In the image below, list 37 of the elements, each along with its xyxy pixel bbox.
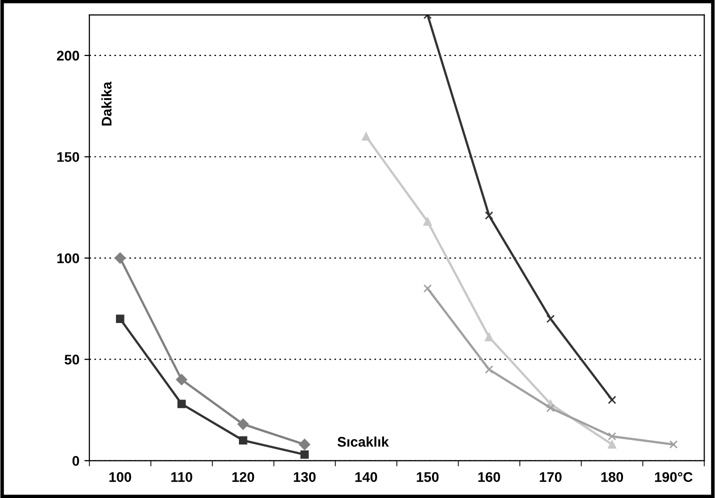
y-tick-label: 100 bbox=[57, 253, 80, 264]
y-tick-label: 200 bbox=[56, 50, 80, 61]
point bbox=[608, 432, 616, 441]
point bbox=[114, 252, 126, 264]
point bbox=[423, 217, 432, 226]
point bbox=[423, 284, 432, 293]
x-tick-label: 110 bbox=[171, 472, 192, 482]
point bbox=[484, 211, 494, 220]
point bbox=[176, 374, 188, 386]
x-tick-label: 100 bbox=[109, 472, 132, 482]
y-tick-label: 50 bbox=[64, 354, 80, 365]
point bbox=[484, 332, 494, 342]
point bbox=[362, 132, 370, 141]
point bbox=[238, 436, 248, 445]
x-tick-label: 120 bbox=[232, 472, 254, 482]
point bbox=[546, 314, 555, 323]
point bbox=[608, 396, 616, 404]
point bbox=[669, 440, 678, 449]
x-tick-label: 180 bbox=[601, 472, 624, 482]
point bbox=[546, 404, 555, 412]
y-axis-title: Dakika bbox=[101, 82, 112, 126]
x-tick-label: 150 bbox=[416, 472, 439, 482]
x-tick-label: 190°C bbox=[655, 472, 693, 482]
point bbox=[298, 438, 310, 450]
point bbox=[237, 418, 249, 430]
x-tick-label: 170 bbox=[540, 472, 562, 482]
x-axis-title: Sıcaklık bbox=[338, 436, 389, 447]
x-tick-label: 130 bbox=[294, 472, 316, 482]
x-tick-label: 160 bbox=[478, 472, 500, 482]
y-tick-label: 0 bbox=[72, 456, 80, 466]
point bbox=[116, 314, 124, 323]
point bbox=[177, 400, 186, 408]
point bbox=[300, 450, 309, 459]
point bbox=[484, 365, 494, 374]
y-tick-label: 150 bbox=[57, 152, 80, 162]
point bbox=[608, 440, 616, 449]
x-tick-label: 140 bbox=[355, 472, 378, 482]
